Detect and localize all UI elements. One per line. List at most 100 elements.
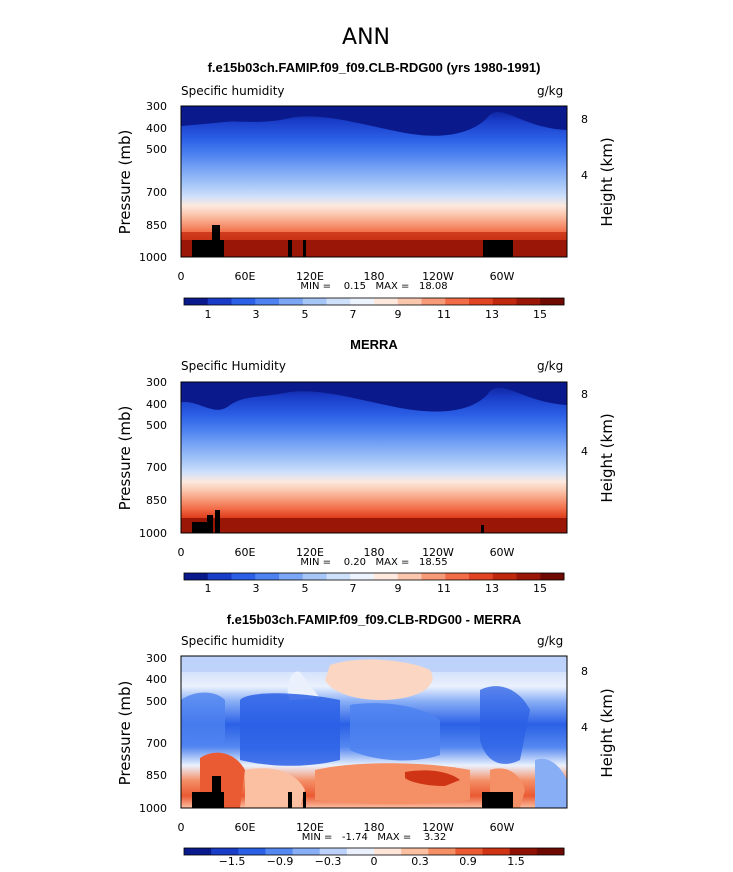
plot-frame <box>180 105 568 258</box>
colorbar-swatch <box>516 573 541 580</box>
colorbar-label: 13 <box>485 308 499 321</box>
colorbar-swatch <box>231 573 256 580</box>
colorbar-swatch <box>397 298 422 305</box>
pressure-tick-label: 400 <box>146 398 167 411</box>
colorbar-swatch <box>455 848 484 855</box>
contour-field <box>181 656 567 808</box>
pressure-tick-label: 400 <box>146 122 167 135</box>
pressure-tick-label: 700 <box>146 186 167 199</box>
pressure-axis-title: Pressure (mb) <box>116 406 134 511</box>
lon-tick-label: 60E <box>235 546 256 559</box>
pressure-tick-label: 500 <box>146 143 167 156</box>
colorbar-swatch <box>421 298 446 305</box>
colorbar-label: 5 <box>302 582 309 595</box>
colorbar-swatch <box>346 848 375 855</box>
colorbar-swatch <box>397 573 422 580</box>
height-tick-label: 4 <box>581 169 588 182</box>
colorbar-swatch <box>469 298 494 305</box>
colorbar-swatch <box>536 848 565 855</box>
lon-tick-label: 0 <box>178 270 185 283</box>
plot-frame <box>180 655 568 809</box>
colorbar-swatch <box>482 848 511 855</box>
colorbar-swatch <box>428 848 456 855</box>
colorbar-label: 15 <box>533 582 547 595</box>
colorbar-label: −0.9 <box>267 855 294 868</box>
colorbar-label: 15 <box>533 308 547 321</box>
lon-tick-label: 120W <box>422 546 454 559</box>
colorbar-swatch <box>374 573 399 580</box>
colorbar-swatch <box>211 848 239 855</box>
panel-title: MERRA <box>350 337 398 352</box>
colorbar-swatch <box>350 573 375 580</box>
colorbar-swatch <box>279 298 304 305</box>
variable-label: Specific humidity <box>181 634 285 648</box>
colorbar-label: 1 <box>205 582 212 595</box>
pressure-tick-label: 300 <box>146 652 167 665</box>
colorbar-swatch <box>184 298 209 305</box>
topography-mask <box>192 225 513 257</box>
pressure-tick-label: 1000 <box>139 802 167 815</box>
colorbar-swatch <box>374 848 402 855</box>
lon-tick-label: 60W <box>490 821 515 834</box>
pressure-axis-title: Pressure (mb) <box>116 130 134 235</box>
lon-tick-label: 0 <box>178 821 185 834</box>
lon-tick-label: 0 <box>178 546 185 559</box>
colorbar-label: 9 <box>395 308 402 321</box>
colorbar-swatch <box>516 298 541 305</box>
variable-label: Specific Humidity <box>181 359 286 373</box>
height-axis: 8 4 <box>581 388 588 458</box>
pressure-tick-label: 300 <box>146 376 167 389</box>
topography-mask <box>192 510 484 533</box>
pressure-tick-label: 850 <box>146 219 167 232</box>
colorbar-label: 5 <box>302 308 309 321</box>
pressure-tick-label: 500 <box>146 695 167 708</box>
colorbar-label: 13 <box>485 582 499 595</box>
colorbar-labels: 1 3 5 7 9 11 13 15 <box>205 582 548 595</box>
colorbar-label: 7 <box>350 308 357 321</box>
units-label: g/kg <box>537 634 563 648</box>
colorbar-swatch <box>509 848 538 855</box>
panel-diff: f.e15b03ch.FAMIP.f09_f09.CLB-RDG00 - MER… <box>116 612 616 868</box>
colorbar-label: 3 <box>253 582 260 595</box>
pressure-tick-label: 850 <box>146 769 167 782</box>
colorbar-swatch <box>401 848 429 855</box>
colorbar-frame <box>183 297 565 306</box>
contour-field <box>181 382 567 533</box>
height-tick-label: 8 <box>581 665 588 678</box>
height-axis: 8 4 <box>581 665 588 734</box>
pressure-tick-label: 1000 <box>139 527 167 540</box>
longitude-axis: 0 60E 120E 180 120W 60W <box>178 270 515 283</box>
lon-tick-label: 180 <box>364 821 385 834</box>
pressure-tick-label: 850 <box>146 494 167 507</box>
lon-tick-label: 120E <box>296 546 324 559</box>
lon-tick-label: 120E <box>296 821 324 834</box>
longitude-axis: 0 60E 120E 180 120W 60W <box>178 821 515 834</box>
height-axis-title: Height (km) <box>598 137 616 226</box>
pressure-tick-label: 1000 <box>139 251 167 264</box>
colorbar-swatch <box>231 298 256 305</box>
lon-tick-label: 120W <box>422 821 454 834</box>
colorbar-label: 1.5 <box>507 855 525 868</box>
variable-label: Specific humidity <box>181 84 285 98</box>
colorbar-label: −0.3 <box>315 855 342 868</box>
pressure-tick-label: 300 <box>146 100 167 113</box>
lon-tick-label: 60E <box>235 270 256 283</box>
colorbar-label: 3 <box>253 308 260 321</box>
colorbar-swatch <box>445 298 470 305</box>
colorbar-swatch <box>540 573 565 580</box>
colorbar-swatch <box>421 573 446 580</box>
colorbar-swatch <box>469 573 494 580</box>
colorbar-swatch <box>302 298 327 305</box>
colorbar <box>183 297 565 306</box>
panel-obs: MERRA Specific Humidity g/kg 300 400 500… <box>116 337 616 595</box>
height-tick-label: 4 <box>581 721 588 734</box>
pressure-tick-label: 700 <box>146 737 167 750</box>
height-tick-label: 4 <box>581 445 588 458</box>
panel-model: f.e15b03ch.FAMIP.f09_f09.CLB-RDG00 (yrs … <box>116 60 616 321</box>
colorbar-swatch <box>302 573 327 580</box>
colorbar-swatch <box>326 573 351 580</box>
colorbar-swatch <box>265 848 294 855</box>
lon-tick-label: 60W <box>490 546 515 559</box>
topography-mask <box>192 776 513 808</box>
